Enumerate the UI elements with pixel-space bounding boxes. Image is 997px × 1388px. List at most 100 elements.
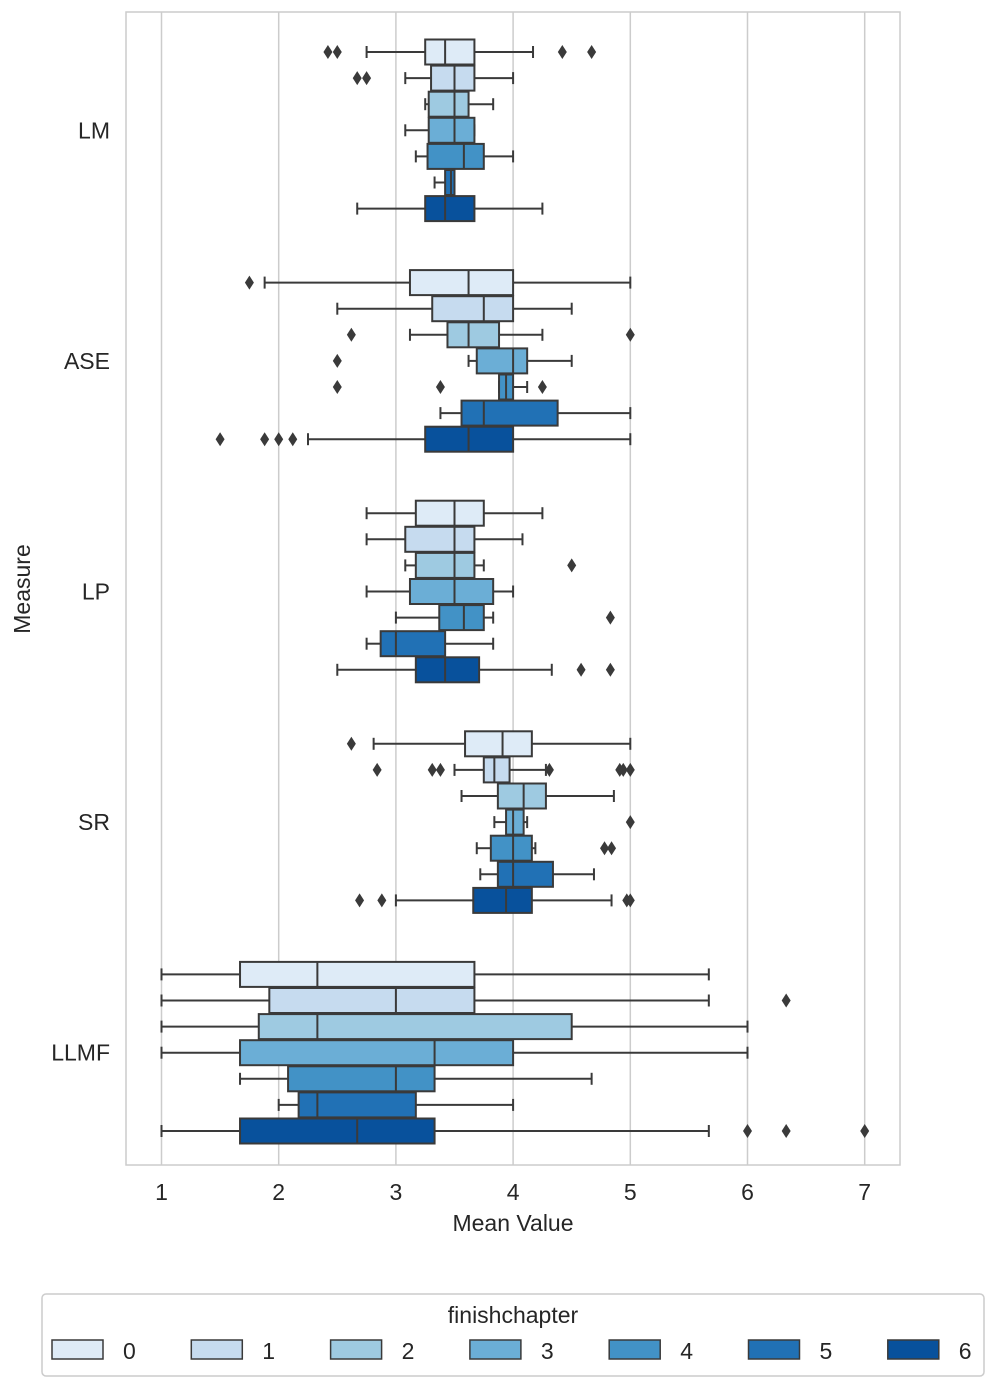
box-iqr [424, 195, 476, 223]
outlier-point [625, 762, 635, 777]
box-lm-1 [352, 64, 515, 92]
y-axis-label: Measure [9, 544, 35, 633]
outlier-point [625, 893, 635, 908]
box-iqr [489, 834, 533, 862]
grid-lines [160, 12, 866, 1165]
box-iqr [427, 116, 476, 144]
box-iqr [496, 860, 554, 888]
outlier-point [625, 815, 635, 830]
box-iqr [414, 656, 481, 684]
box-iqr [472, 886, 533, 914]
legend-label: 1 [262, 1338, 275, 1364]
box-iqr [505, 808, 525, 836]
x-axis-label: Mean Value [452, 1210, 573, 1236]
box-sr-2 [460, 782, 615, 810]
outlier-point [607, 841, 617, 856]
box-iqr [482, 756, 511, 784]
legend: finishchapter 0 1 2 3 4 5 6 [41, 1293, 985, 1377]
box-iqr [427, 90, 470, 118]
y-tick-labels: LM ASE LP SR LLMF [51, 117, 110, 1065]
box-iqr [379, 630, 447, 658]
legend-label: 4 [680, 1338, 693, 1364]
box-llmf-4 [239, 1065, 593, 1093]
box-llmf-2 [160, 1013, 749, 1041]
box-lm-2 [424, 90, 495, 118]
box-iqr [297, 1091, 417, 1119]
box-ase-0 [244, 269, 632, 297]
box-ase-1 [336, 295, 573, 323]
y-tick-label: LLMF [51, 1040, 110, 1066]
legend-swatch [190, 1339, 244, 1360]
legend-label: 3 [541, 1338, 554, 1364]
outlier-point [587, 45, 597, 59]
box-iqr [460, 399, 559, 427]
box-llmf-6 [160, 1117, 870, 1145]
box-ase-4 [332, 373, 547, 401]
box-iqr [446, 321, 501, 349]
legend-label: 6 [959, 1338, 972, 1364]
box-lm-4 [414, 142, 515, 170]
box-iqr [408, 269, 515, 297]
legend-swatch [51, 1339, 104, 1360]
box-lp-3 [365, 578, 515, 605]
outlier-point [781, 1124, 791, 1138]
outlier-point [625, 327, 635, 342]
legend-swatch [608, 1339, 661, 1360]
x-tick-label: 6 [741, 1179, 754, 1205]
outlier-point [274, 432, 284, 447]
box-ase-6 [215, 425, 632, 453]
box-lp-5 [365, 630, 495, 658]
box-iqr [424, 38, 476, 66]
box-iqr [431, 295, 515, 323]
box-lp-0 [365, 499, 544, 527]
outlier-point [215, 432, 225, 447]
box-sr-1 [372, 756, 635, 784]
outlier-point [332, 45, 342, 59]
outlier-point [332, 380, 342, 394]
box-iqr [404, 525, 476, 553]
legend-entries: 0 1 2 3 4 5 6 [51, 1338, 972, 1364]
box-lp-4 [394, 604, 615, 632]
legend-label: 2 [402, 1338, 415, 1364]
x-tick-label: 4 [507, 1179, 520, 1205]
outlier-point [362, 71, 372, 86]
outlier-point [605, 610, 615, 625]
plot-area-frame [125, 11, 901, 1166]
outlier-point [860, 1124, 870, 1138]
outlier-point [605, 662, 615, 677]
outlier-point [576, 662, 586, 677]
box-iqr [287, 1065, 436, 1093]
box-sr-4 [475, 834, 617, 862]
outlier-point [260, 432, 270, 447]
outlier-point [781, 993, 791, 1008]
box-iqr [438, 604, 485, 632]
outlier-point [323, 45, 333, 59]
box-sr-3 [493, 808, 635, 836]
outlier-point [427, 762, 437, 777]
outlier-point [355, 893, 365, 908]
box-plots [160, 38, 870, 1145]
box-ase-3 [332, 347, 573, 375]
box-lp-2 [404, 551, 577, 579]
box-sr-6 [355, 886, 635, 914]
box-iqr [239, 1039, 515, 1067]
box-llmf-0 [160, 960, 710, 988]
outlier-point [332, 353, 342, 368]
legend-swatch [469, 1339, 522, 1360]
legend-swatch [329, 1339, 383, 1360]
x-tick-label: 7 [858, 1179, 871, 1205]
x-tick-label: 2 [272, 1179, 285, 1205]
box-iqr [444, 169, 456, 196]
box-iqr [408, 578, 495, 605]
box-lm-3 [404, 116, 476, 144]
outlier-point [618, 762, 628, 777]
box-iqr [268, 987, 476, 1014]
box-iqr [464, 730, 533, 758]
outlier-point [544, 762, 554, 777]
outlier-point [537, 380, 547, 394]
box-lm-5 [433, 169, 456, 196]
box-iqr [414, 551, 476, 579]
box-ase-5 [439, 399, 632, 427]
outlier-point [567, 558, 577, 573]
box-iqr [430, 64, 476, 92]
